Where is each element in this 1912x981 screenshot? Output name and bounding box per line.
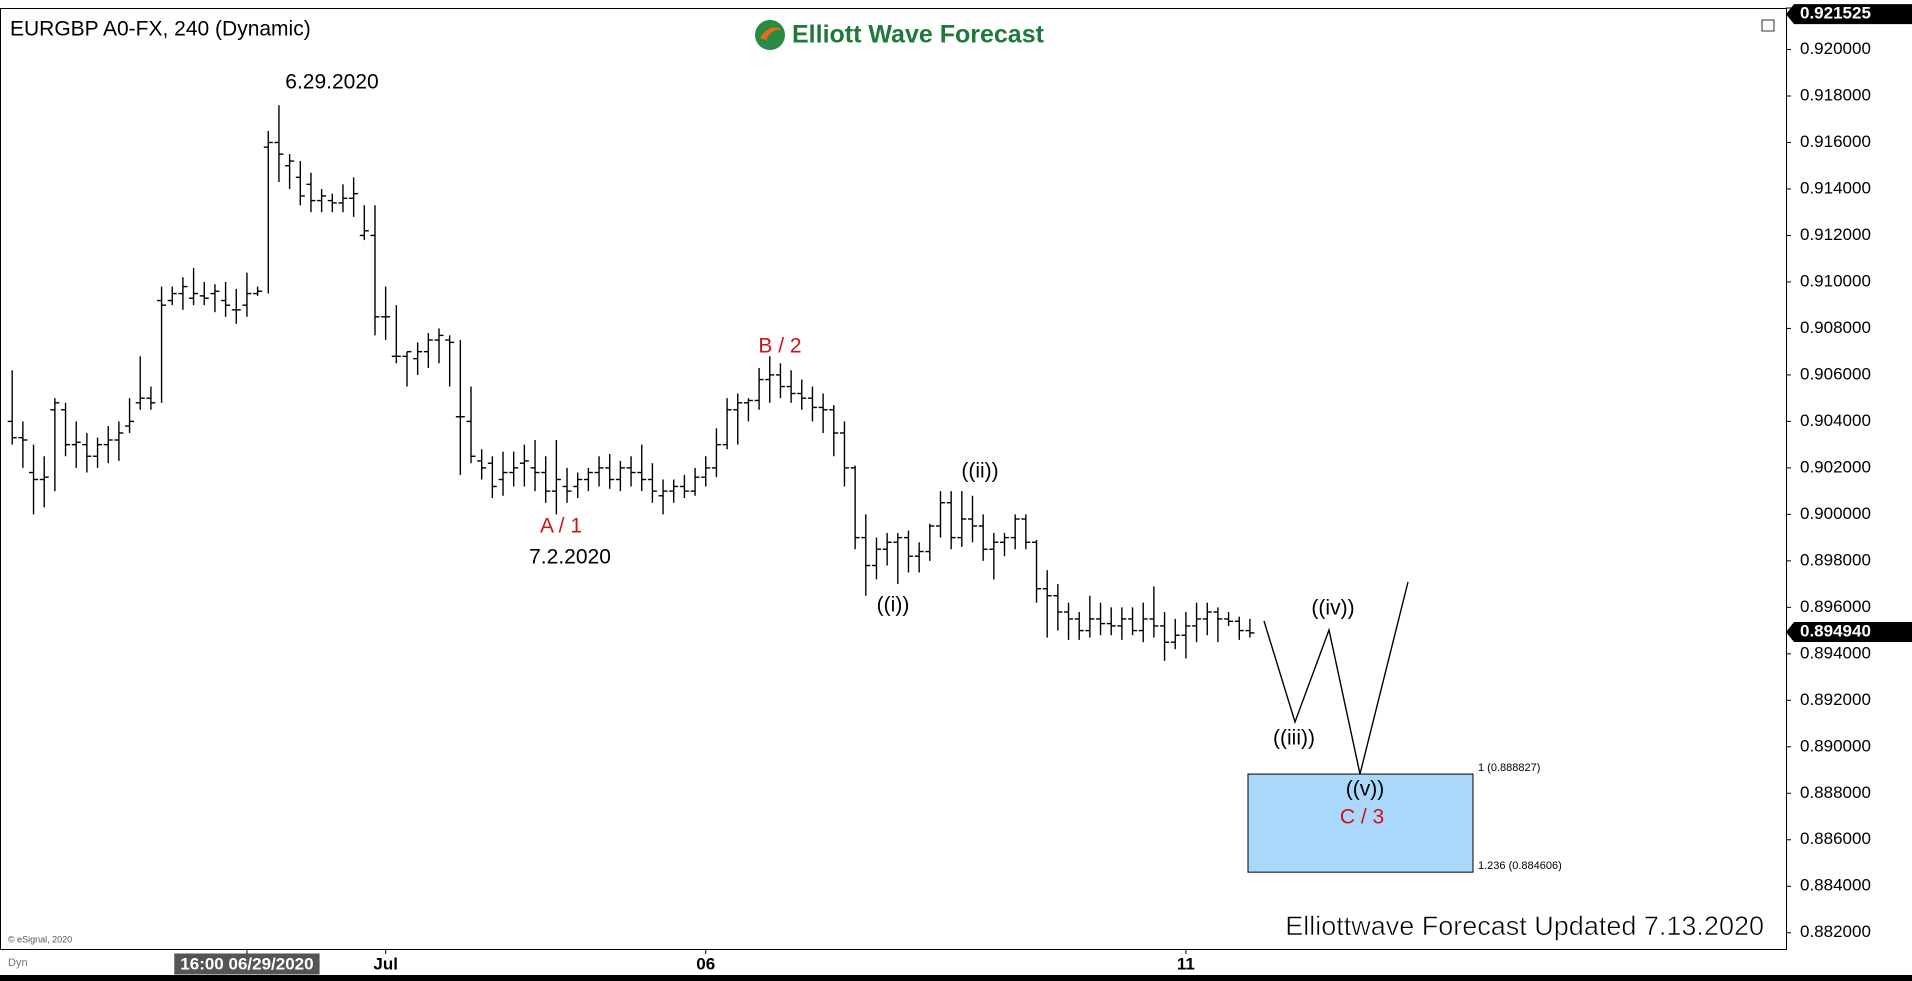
wave-label: ((iii)) [1273,727,1315,750]
y-tick-label: 0.916000 [1800,132,1871,151]
window-icon [1761,19,1775,32]
y-tick-label: 0.884000 [1800,876,1871,895]
x-tick-label: 16:00 06/29/2020 [180,954,313,973]
wave-label: C / 3 [1340,806,1384,829]
plot-frame [0,8,1787,950]
wave-label: ((i)) [877,594,910,617]
target-label: 1.236 (0.884606) [1478,860,1562,872]
target-label: 1 (0.888827) [1478,762,1540,774]
brand-name: Elliott Wave Forecast [792,21,1045,49]
crosshair-label-bg [174,953,320,975]
y-tick-label: 0.914000 [1800,178,1871,197]
last-price-flag-label: 0.894940 [1800,621,1871,640]
y-tick-label: 0.920000 [1800,39,1871,58]
y-tick-label: 0.886000 [1800,829,1871,848]
y-tick-label: 0.904000 [1800,411,1871,430]
wave-label: B / 2 [758,335,801,358]
y-tick-label: 0.906000 [1800,364,1871,383]
x-tick-label: Jul [373,954,398,973]
wave-label: A / 1 [540,515,582,538]
y-tick-label: 0.894000 [1800,643,1871,662]
annotation: 7.2.2020 [529,546,611,569]
corner-label: Dyn [8,957,28,969]
y-tick-label: 0.892000 [1800,690,1871,709]
wave-label: ((iv)) [1311,597,1354,620]
y-tick-label: 0.890000 [1800,736,1871,755]
y-tick-label: 0.908000 [1800,318,1871,337]
logo-icon [755,20,785,50]
footer-note: Elliottwave Forecast Updated 7.13.2020 [1285,911,1764,941]
copyright: © eSignal, 2020 [8,934,72,944]
y-tick-label: 0.898000 [1800,550,1871,569]
y-tick-label: 0.900000 [1800,504,1871,523]
y-tick-label: 0.910000 [1800,271,1871,290]
y-tick-label: 0.918000 [1800,85,1871,104]
target-zone [1247,773,1474,873]
wave-label: ((ii)) [961,460,998,483]
logo-swoosh [760,27,782,40]
last-price-flag [1786,621,1912,642]
projection-path [1263,581,1409,775]
x-tick-label: 06 [696,954,715,973]
chart-title: EURGBP A0-FX, 240 (Dynamic) [10,18,311,41]
logo: Elliott Wave Forecast [755,20,1045,50]
y-tick-label: 0.902000 [1800,457,1871,476]
logo-swoosh [762,38,782,47]
top-price-flag-label: 0.921525 [1800,4,1871,23]
top-price-flag [1786,4,1912,25]
y-tick-label: 0.888000 [1800,783,1871,802]
wave-label: ((v)) [1346,778,1384,801]
y-tick-label: 0.882000 [1800,922,1871,941]
annotation: 6.29.2020 [285,71,378,94]
x-tick-label: 11 [1177,954,1195,973]
y-tick-label: 0.912000 [1800,225,1871,244]
y-tick-label: 0.896000 [1800,597,1871,616]
